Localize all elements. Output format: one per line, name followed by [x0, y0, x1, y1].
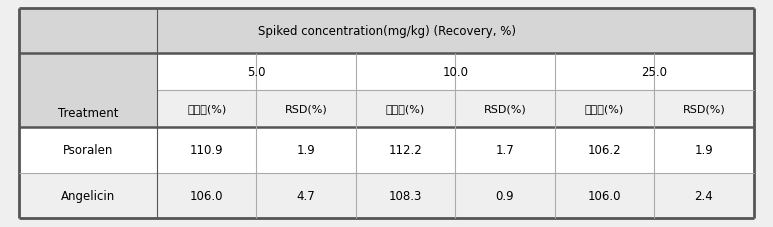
- Text: Treatment: Treatment: [58, 107, 118, 120]
- Text: RSD(%): RSD(%): [284, 104, 328, 114]
- Text: RSD(%): RSD(%): [484, 104, 526, 114]
- Bar: [455, 91, 555, 127]
- Text: 110.9: 110.9: [190, 143, 223, 157]
- Bar: [19, 173, 157, 218]
- Bar: [257, 91, 356, 127]
- Bar: [555, 127, 654, 173]
- Text: 106.0: 106.0: [190, 189, 223, 202]
- Bar: [455, 127, 555, 173]
- Text: 2.4: 2.4: [695, 189, 713, 202]
- Text: 112.2: 112.2: [389, 143, 422, 157]
- Text: 4.7: 4.7: [297, 189, 315, 202]
- Bar: [555, 173, 654, 218]
- Bar: [19, 127, 157, 173]
- Bar: [654, 91, 754, 127]
- Text: 1.7: 1.7: [495, 143, 514, 157]
- Text: 회수율(%): 회수율(%): [187, 104, 226, 114]
- Text: 106.0: 106.0: [587, 189, 621, 202]
- Text: Psoralen: Psoralen: [63, 143, 114, 157]
- Text: RSD(%): RSD(%): [683, 104, 725, 114]
- Bar: [257, 173, 356, 218]
- Text: 회수율(%): 회수율(%): [386, 104, 425, 114]
- Text: 106.2: 106.2: [587, 143, 621, 157]
- Bar: [157, 127, 257, 173]
- Bar: [356, 54, 555, 91]
- Bar: [157, 173, 257, 218]
- Bar: [555, 54, 754, 91]
- Bar: [654, 127, 754, 173]
- Bar: [356, 91, 455, 127]
- Text: Spiked concentration(mg/kg) (Recovery, %): Spiked concentration(mg/kg) (Recovery, %…: [257, 25, 516, 38]
- Text: 0.9: 0.9: [495, 189, 514, 202]
- Bar: [654, 173, 754, 218]
- Bar: [455, 173, 555, 218]
- Text: Angelicin: Angelicin: [61, 189, 115, 202]
- Text: 108.3: 108.3: [389, 189, 422, 202]
- Bar: [157, 91, 257, 127]
- Text: 1.9: 1.9: [297, 143, 315, 157]
- Bar: [19, 54, 157, 173]
- Bar: [19, 9, 754, 54]
- Bar: [257, 127, 356, 173]
- Text: 25.0: 25.0: [642, 66, 667, 79]
- Text: 10.0: 10.0: [442, 66, 468, 79]
- Text: 1.9: 1.9: [695, 143, 713, 157]
- Bar: [555, 91, 654, 127]
- Text: 5.0: 5.0: [247, 66, 266, 79]
- Text: 회수율(%): 회수율(%): [585, 104, 624, 114]
- Bar: [356, 173, 455, 218]
- Bar: [356, 127, 455, 173]
- Bar: [157, 54, 356, 91]
